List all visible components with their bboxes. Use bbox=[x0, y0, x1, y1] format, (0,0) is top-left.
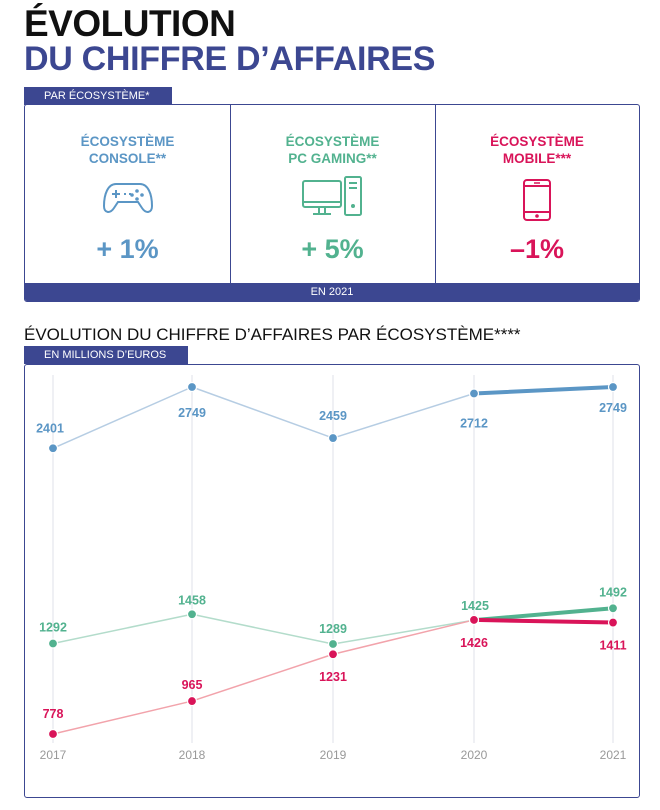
series-pc-gaming-segment-1 bbox=[191, 613, 334, 645]
data-label-console-2020: 2712 bbox=[460, 417, 488, 431]
ecosystem-tag: PAR ÉCOSYSTÈME* bbox=[24, 87, 172, 105]
ecosystem-pc-label-line1: ÉCOSYSTÈME bbox=[285, 134, 380, 149]
point-mobile-2017 bbox=[47, 728, 59, 740]
ecosystem-mobile-label-line1: ÉCOSYSTÈME bbox=[490, 134, 584, 149]
ecosystem-console-label-line1: ÉCOSYSTÈME bbox=[80, 134, 175, 149]
series-pc-gaming-segment-0 bbox=[52, 613, 193, 645]
data-label-console-2021: 2749 bbox=[599, 401, 627, 415]
ecosystem-console-card: ÉCOSYSTÈME CONSOLE** + 1% bbox=[25, 105, 231, 285]
ecosystem-mobile-label-line2: MOBILE*** bbox=[502, 151, 572, 166]
ecosystem-pc-label: ÉCOSYSTÈME PC GAMING** bbox=[230, 133, 435, 167]
data-label-mobile-2018: 965 bbox=[182, 678, 203, 692]
series-pc-gaming-highlight-segment bbox=[472, 606, 615, 623]
point-mobile-2018 bbox=[186, 695, 198, 707]
ecosystem-panel: ÉCOSYSTÈME CONSOLE** + 1% ÉCOSYSTÈME PC … bbox=[24, 104, 640, 302]
series-console-segment-0 bbox=[52, 386, 193, 449]
chart-container: 2017 2018 2019 2020 2021 2401 2749 2459 2712 2749… bbox=[24, 364, 640, 798]
ecosystem-panel-footer: EN 2021 bbox=[25, 283, 639, 301]
point-mobile-2021 bbox=[607, 617, 619, 628]
chart-units-tag: EN MILLIONS D’EUROS bbox=[24, 346, 188, 364]
smartphone-icon bbox=[522, 178, 552, 227]
point-console-2018 bbox=[186, 381, 198, 393]
x-tick-2018: 2018 bbox=[179, 748, 206, 762]
data-label-console-2019: 2459 bbox=[319, 409, 347, 423]
x-tick-2017: 2017 bbox=[40, 748, 67, 762]
x-tick-2019: 2019 bbox=[320, 748, 347, 762]
desktop-computer-icon bbox=[301, 175, 365, 224]
point-mobile-2019 bbox=[327, 649, 339, 660]
point-console-2017 bbox=[47, 443, 59, 454]
point-console-2019 bbox=[327, 432, 339, 444]
series-console-segment-2 bbox=[332, 392, 475, 439]
page-title-line2: DU CHIFFRE D’AFFAIRES bbox=[24, 40, 436, 78]
page-title-line1: ÉVOLUTION bbox=[24, 3, 236, 44]
point-console-2020 bbox=[468, 388, 480, 399]
data-label-mobile-2020: 1426 bbox=[460, 636, 488, 650]
series-mobile-segment-2 bbox=[332, 619, 475, 655]
point-pc-gaming-2017 bbox=[47, 638, 59, 649]
point-pc-gaming-2019 bbox=[327, 638, 339, 650]
data-label-mobile-2017: 778 bbox=[43, 707, 64, 721]
data-label-console-2017: 2401 bbox=[36, 421, 64, 435]
gamepad-icon bbox=[102, 180, 154, 221]
ecosystem-console-value: + 1% bbox=[96, 234, 159, 264]
data-label-pc-gaming-2019: 1289 bbox=[319, 622, 347, 636]
series-mobile-highlight-segment bbox=[472, 617, 615, 625]
series-console-highlight-segment bbox=[472, 385, 615, 396]
data-label-pc-gaming-2017: 1292 bbox=[39, 621, 67, 635]
ecosystem-console-label-line2: CONSOLE** bbox=[88, 151, 167, 166]
point-console-2021 bbox=[607, 381, 619, 393]
series-mobile-segment-0 bbox=[52, 700, 193, 735]
series-console-segment-1 bbox=[191, 386, 334, 439]
data-label-pc-gaming-2018: 1458 bbox=[178, 593, 206, 607]
ecosystem-pc-label-line2: PC GAMING** bbox=[288, 151, 377, 166]
ecosystem-mobile-value: –1% bbox=[509, 234, 565, 264]
ecosystem-pc-value: + 5% bbox=[301, 234, 364, 264]
point-mobile-2020 bbox=[468, 614, 480, 626]
series-mobile-segment-1 bbox=[191, 653, 334, 702]
data-label-pc-gaming-2021: 1492 bbox=[599, 585, 627, 599]
point-pc-gaming-2018 bbox=[186, 609, 198, 620]
data-label-console-2018: 2749 bbox=[178, 406, 206, 420]
data-label-mobile-2021: 1411 bbox=[599, 639, 626, 653]
data-label-mobile-2019: 1231 bbox=[319, 670, 347, 684]
x-tick-2020: 2020 bbox=[461, 748, 488, 762]
series-pc-gaming-segment-2 bbox=[332, 619, 475, 645]
ecosystem-mobile-label: ÉCOSYSTÈME MOBILE*** bbox=[435, 133, 639, 167]
x-tick-2021: 2021 bbox=[600, 748, 627, 762]
chart-title: ÉVOLUTION DU CHIFFRE D’AFFAIRES PAR ÉCOS… bbox=[24, 325, 521, 344]
data-label-pc-gaming-2020: 1425 bbox=[461, 599, 489, 613]
ecosystem-mobile-card: ÉCOSYSTÈME MOBILE*** –1% bbox=[435, 105, 639, 285]
point-pc-gaming-2021 bbox=[607, 603, 619, 614]
ecosystem-pc-card: ÉCOSYSTÈME PC GAMING** + 5% bbox=[230, 105, 436, 285]
line-chart: 2017 2018 2019 2020 2021 2401 2749 2459 2712 2749… bbox=[36, 375, 627, 762]
ecosystem-console-label: ÉCOSYSTÈME CONSOLE** bbox=[25, 133, 230, 167]
